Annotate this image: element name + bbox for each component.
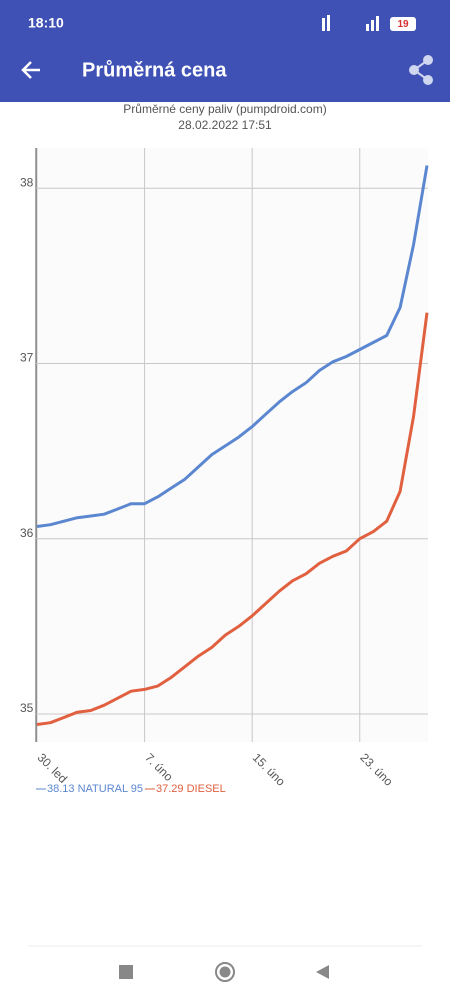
- legend-value: 37.29: [156, 783, 184, 795]
- x-tick-label: 23. úno: [357, 750, 395, 788]
- status-icons: [322, 15, 416, 31]
- back-button[interactable]: [21, 61, 40, 79]
- nav-recents[interactable]: [119, 965, 133, 979]
- nav-back[interactable]: [316, 965, 329, 979]
- status-time: 18:10: [28, 15, 64, 31]
- y-tick-label: 37: [20, 351, 34, 365]
- line-series: [36, 165, 429, 528]
- x-tick-label: 7. úno: [142, 750, 176, 784]
- legend-name: DIESEL: [187, 783, 226, 795]
- share-button[interactable]: [409, 55, 433, 85]
- chart-title: Průměrné ceny paliv (pumpdroid.com): [123, 102, 326, 116]
- y-tick-label: 35: [20, 701, 34, 715]
- legend-value: 38.13: [47, 783, 75, 795]
- x-tick-label: 30. led: [35, 750, 70, 785]
- nav-home-dot: [219, 966, 231, 978]
- app-header: [0, 0, 450, 102]
- x-tick-label: 15. úno: [250, 750, 288, 788]
- legend-entry: 38.13 NATURAL 95: [47, 783, 143, 795]
- legend-name: NATURAL 95: [78, 783, 143, 795]
- plot-area: [36, 148, 428, 742]
- battery-level: 19: [397, 19, 409, 30]
- y-tick-label: 36: [20, 526, 34, 540]
- y-tick-label: 38: [20, 175, 34, 189]
- legend-entry: 37.29 DIESEL: [156, 783, 226, 795]
- chart-subtitle: 28.02.2022 17:51: [178, 118, 272, 132]
- nav-home[interactable]: [215, 962, 235, 982]
- app-title: Průměrná cena: [82, 59, 227, 81]
- line-series: [36, 312, 429, 726]
